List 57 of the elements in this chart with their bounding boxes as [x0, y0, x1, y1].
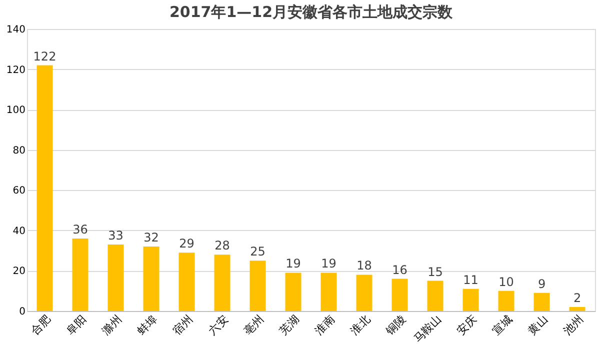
bar	[108, 244, 124, 311]
data-label: 11	[463, 272, 478, 287]
bar	[498, 290, 514, 311]
data-label: 16	[392, 262, 408, 277]
data-label: 29	[179, 236, 194, 251]
y-tick-label: 0	[19, 306, 26, 318]
x-tick-label: 蚌埠	[134, 312, 160, 338]
x-tick-label: 芜湖	[276, 312, 302, 338]
data-label: 25	[250, 244, 266, 259]
data-label: 15	[428, 264, 443, 279]
bar	[356, 274, 372, 311]
y-tick-label: 140	[6, 24, 26, 36]
data-label: 9	[538, 276, 546, 291]
bar	[285, 272, 302, 311]
y-tick-label: 60	[12, 186, 26, 197]
y-tick-label: 40	[12, 226, 26, 237]
data-label: 19	[286, 256, 301, 271]
bar	[462, 288, 479, 311]
bar	[143, 246, 160, 311]
data-label: 32	[144, 230, 159, 245]
data-label: 33	[108, 228, 124, 243]
x-tick-label: 亳州	[241, 312, 266, 338]
y-tick-label: 120	[6, 64, 26, 76]
data-label: 122	[33, 49, 56, 64]
x-tick-label: 宿州	[170, 312, 196, 338]
x-tick-label: 淮南	[312, 312, 338, 338]
x-tick-label: 阜阳	[64, 312, 89, 338]
bar	[214, 254, 230, 311]
data-label: 19	[321, 256, 336, 271]
bar	[569, 306, 586, 311]
y-tick-label: 100	[6, 105, 26, 116]
data-label: 18	[356, 258, 372, 273]
x-tick-label: 合肥	[28, 312, 54, 338]
bar	[392, 278, 408, 311]
x-tick-label: 黄山	[525, 312, 550, 338]
x-tick-label: 安庆	[454, 312, 480, 338]
bar	[427, 280, 444, 311]
x-tick-label: 滁州	[99, 312, 124, 338]
x-tick-label: 宣城	[490, 312, 515, 338]
bar	[36, 65, 53, 311]
x-tick-label: 池州	[560, 312, 586, 338]
bar	[320, 272, 337, 311]
data-label: 36	[72, 222, 88, 236]
x-tick-label: 马鞍山	[411, 312, 444, 346]
x-tick-label: 六安	[206, 312, 231, 338]
x-tick-label: 铜陵	[382, 312, 408, 338]
y-tick-label: 80	[12, 145, 26, 156]
bar	[534, 292, 550, 311]
bar	[178, 252, 195, 311]
bar	[72, 238, 88, 311]
x-tick-label: 淮北	[348, 312, 373, 338]
bar	[250, 260, 266, 311]
data-label: 28	[214, 238, 230, 253]
data-label: 2	[573, 290, 582, 305]
y-tick-label: 20	[12, 266, 26, 278]
data-label: 10	[498, 274, 514, 289]
chart-title: 2017年1—12月安徽省各市土地成交宗数	[169, 3, 454, 21]
